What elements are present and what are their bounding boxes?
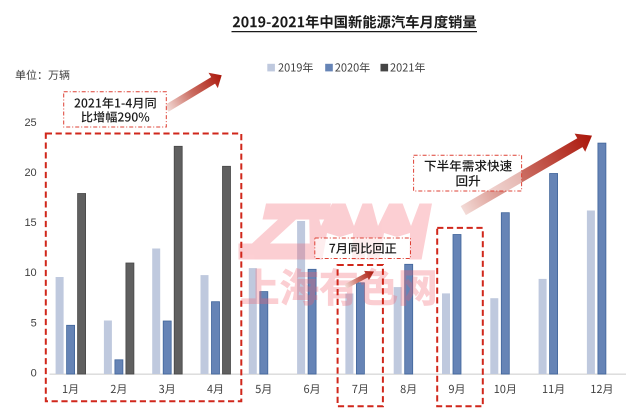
svg-text:20: 20: [24, 167, 36, 179]
svg-text:0: 0: [31, 367, 37, 379]
svg-text:15: 15: [24, 217, 36, 229]
svg-text:10: 10: [24, 267, 36, 279]
svg-text:25: 25: [24, 117, 36, 129]
svg-text:5: 5: [31, 317, 37, 329]
